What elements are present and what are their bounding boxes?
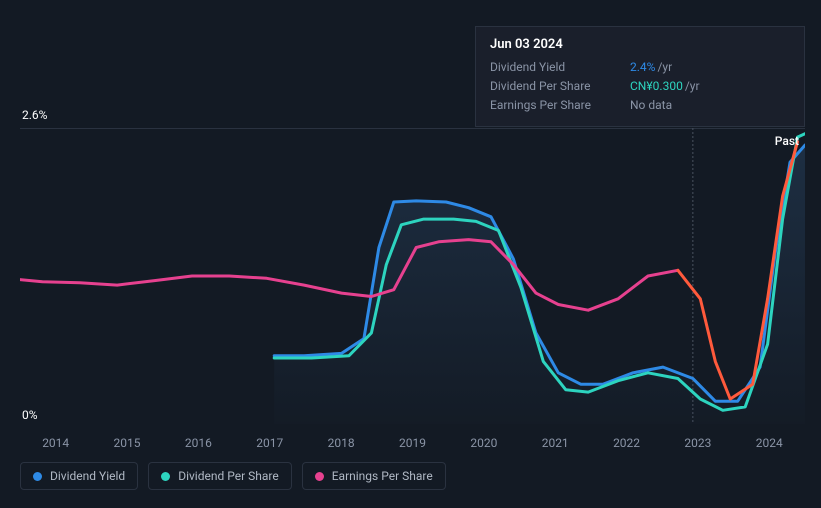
x-axis-label: 2019 — [377, 436, 448, 450]
x-axis-label: 2024 — [734, 436, 805, 450]
hover-tooltip: Jun 03 2024 Dividend Yield2.4%/yrDividen… — [475, 26, 805, 127]
x-axis-label: 2018 — [305, 436, 376, 450]
x-axis-label: 2014 — [20, 436, 91, 450]
line-chart — [20, 128, 805, 424]
legend-item[interactable]: Dividend Per Share — [148, 462, 292, 490]
x-axis: 2014201520162017201820192020202120222023… — [20, 436, 805, 450]
y-axis-label-max: 2.6% — [22, 108, 47, 122]
x-axis-label: 2015 — [91, 436, 162, 450]
x-axis-label: 2022 — [591, 436, 662, 450]
tooltip-row-unit: /yr — [685, 77, 700, 96]
past-label: Past — [775, 134, 799, 148]
x-axis-label: 2016 — [163, 436, 234, 450]
x-axis-label: 2023 — [662, 436, 733, 450]
tooltip-row-unit: /yr — [657, 58, 672, 77]
legend-item[interactable]: Dividend Yield — [20, 462, 138, 490]
chart-shaded-area — [274, 145, 805, 424]
series-line — [20, 240, 678, 311]
tooltip-row-value: CN¥0.300 — [630, 77, 683, 96]
legend-label: Dividend Yield — [50, 469, 125, 483]
tooltip-row-value: 2.4% — [630, 58, 655, 77]
tooltip-row: Dividend Per ShareCN¥0.300/yr — [490, 77, 790, 96]
x-axis-label: 2020 — [448, 436, 519, 450]
legend-label: Dividend Per Share — [178, 469, 279, 483]
x-axis-label: 2017 — [234, 436, 305, 450]
tooltip-row-label: Earnings Per Share — [490, 96, 630, 115]
legend-item[interactable]: Earnings Per Share — [302, 462, 446, 490]
tooltip-row: Earnings Per ShareNo data — [490, 96, 790, 115]
tooltip-row: Dividend Yield2.4%/yr — [490, 58, 790, 77]
legend-dot — [315, 472, 324, 481]
x-axis-label: 2021 — [520, 436, 591, 450]
tooltip-date: Jun 03 2024 — [490, 37, 790, 52]
tooltip-row-label: Dividend Per Share — [490, 77, 630, 96]
legend-dot — [161, 472, 170, 481]
tooltip-row-value: No data — [630, 96, 672, 115]
legend-label: Earnings Per Share — [332, 469, 433, 483]
legend: Dividend Yield Dividend Per Share Earnings… — [20, 462, 446, 490]
chart-area[interactable]: Past — [20, 128, 805, 424]
legend-dot — [33, 472, 42, 481]
tooltip-row-label: Dividend Yield — [490, 58, 630, 77]
